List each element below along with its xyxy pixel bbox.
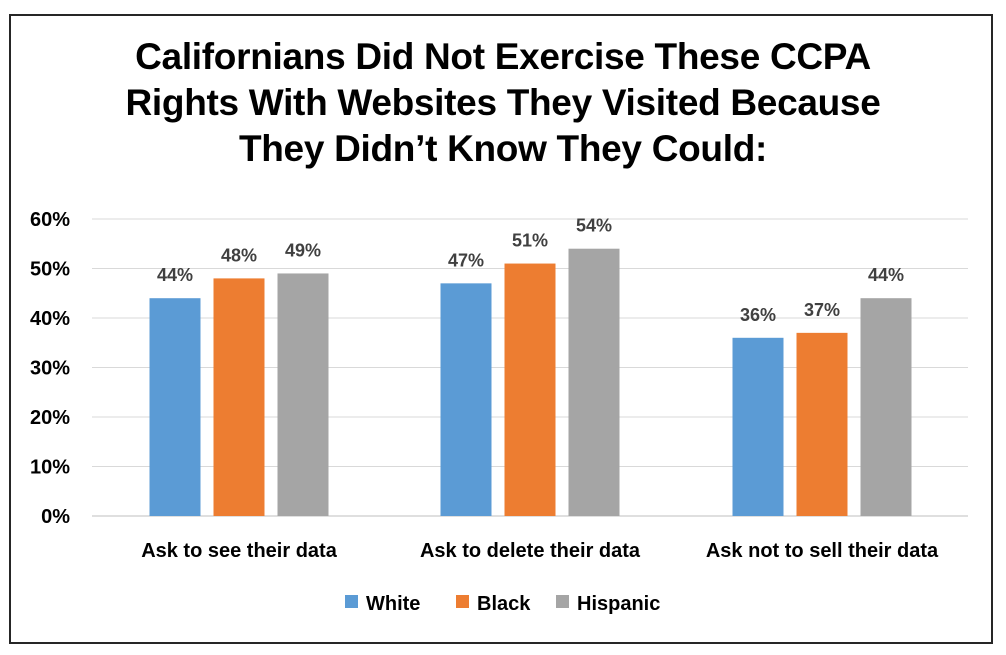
data-label: 47% <box>448 250 484 270</box>
bars <box>149 248 912 516</box>
bar-hispanic-1 <box>277 273 329 516</box>
legend-swatch-black <box>456 595 469 608</box>
y-tick-label: 20% <box>30 407 70 429</box>
legend: White Black Hispanic <box>345 593 660 615</box>
category-label: Ask to see their data <box>141 540 338 562</box>
y-tick-label: 40% <box>30 308 70 330</box>
legend-swatch-white <box>345 595 358 608</box>
data-label: 48% <box>221 245 257 265</box>
bar-black-2 <box>504 263 556 516</box>
legend-label-black: Black <box>477 593 531 615</box>
data-label: 49% <box>285 240 321 260</box>
legend-swatch-hispanic <box>556 595 569 608</box>
data-labels: 44% 47% 36% 48% 51% 37% 49% 54% 44% <box>157 216 904 325</box>
category-label: Ask not to sell their data <box>706 540 939 562</box>
data-label: 36% <box>740 305 776 325</box>
chart-title: Californians Did Not Exercise These CCPA… <box>125 36 881 169</box>
y-tick-label: 60% <box>30 209 70 231</box>
y-tick-label: 30% <box>30 358 70 380</box>
data-label: 54% <box>576 216 612 236</box>
bar-white-3 <box>732 337 784 516</box>
y-tick-label: 50% <box>30 259 70 281</box>
y-axis-tick-labels: 0% 10% 20% 30% 40% 50% 60% <box>30 209 70 528</box>
x-axis-category-labels: Ask to see their data Ask to delete their… <box>141 540 939 562</box>
bar-hispanic-2 <box>568 248 620 516</box>
data-label: 37% <box>804 300 840 320</box>
bar-black-1 <box>213 278 265 516</box>
y-tick-label: 0% <box>41 506 70 528</box>
data-label: 51% <box>512 231 548 251</box>
bar-black-3 <box>796 332 848 516</box>
legend-label-white: White <box>366 593 420 615</box>
bar-white-2 <box>440 283 492 516</box>
category-label: Ask to delete their data <box>420 540 641 562</box>
legend-label-hispanic: Hispanic <box>577 593 660 615</box>
y-tick-label: 10% <box>30 457 70 479</box>
bar-hispanic-3 <box>860 298 912 516</box>
data-label: 44% <box>868 265 904 285</box>
bar-white-1 <box>149 298 201 516</box>
data-label: 44% <box>157 265 193 285</box>
